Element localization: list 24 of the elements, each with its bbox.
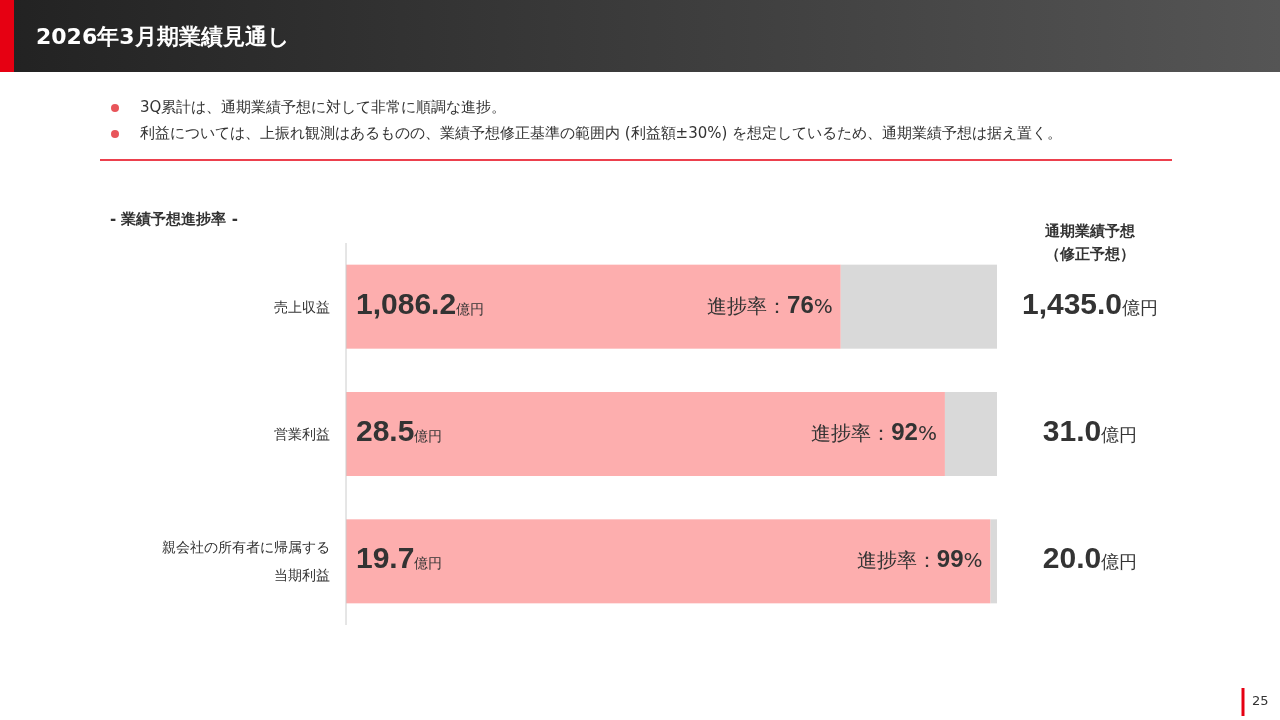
category: 親会社の所有者に帰属する当期利益 [161,538,330,586]
annotation: 通期業績予想（修正予想） [1044,221,1136,265]
subtitle: - 業績予想進捗率 - [110,210,238,229]
bar [990,519,997,604]
value-label: 進捗率：99% [856,545,983,575]
annotation: 31.0億円 [1041,414,1139,448]
annotation: 1,086.2億円 [356,286,485,321]
annotation: 1,435.0億円 [1020,286,1160,321]
annotation: 3Q累計は、通期業績予想に対して非常に順調な進捗。 [140,98,507,117]
annotation: 28.5億円 [356,414,443,448]
annotation: 25 [1252,693,1269,708]
bar [840,264,997,349]
bar [346,519,991,604]
bar [944,392,997,476]
annotation: 20.0億円 [1041,541,1139,576]
value-label: 進捗率：76% [707,290,833,320]
category: 営業利益 [273,425,330,444]
bar [346,264,841,349]
title: 2026年3月期業績見通し [36,23,290,51]
bar [346,392,945,476]
value-label: 進捗率：92% [811,418,937,447]
annotation: 19.7億円 [356,541,443,576]
category: 売上収益 [273,297,330,317]
annotation: 利益については、上振れ観測はあるものの、業績予想修正基準の範囲内 (利益額±30%) を想定しているため、通期業績予想は据え置く。 [140,124,1063,143]
